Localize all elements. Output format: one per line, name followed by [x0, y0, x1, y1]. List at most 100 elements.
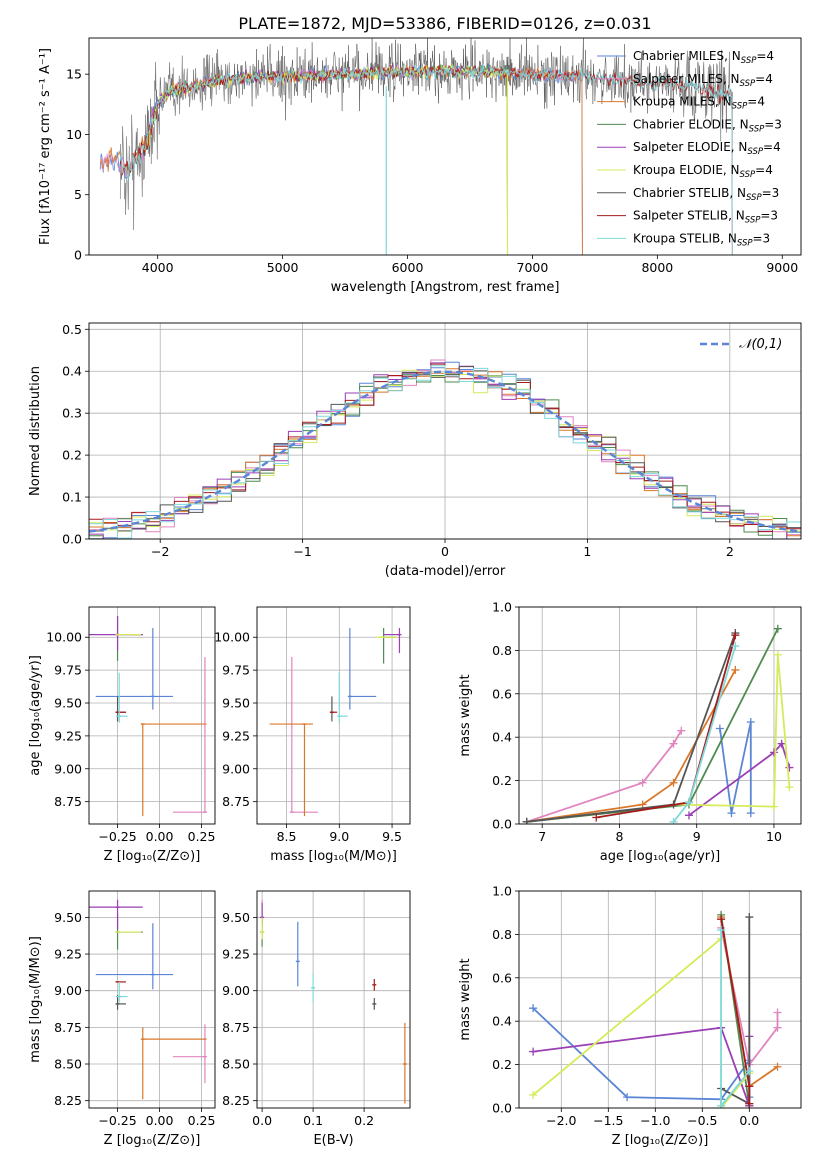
y-tick-label: 0.8: [492, 927, 512, 942]
weight-marker-salpeter-elodie: [529, 1047, 538, 1056]
weight-marker-kroupa-stelib: [717, 1101, 726, 1108]
weight-marker-salpeter-miles: [773, 1023, 782, 1032]
x-tick-label: 0: [441, 544, 449, 559]
weight-marker-chabrier-miles: [746, 718, 755, 727]
y-tick-label: 0.4: [62, 364, 82, 379]
weight-marker-chabrier-elodie: [773, 624, 782, 633]
x-tick-label: 0.25: [188, 1113, 216, 1128]
y-tick-label: 9.25: [222, 728, 250, 743]
x-tick-label: 0.00: [146, 1113, 174, 1128]
weight-marker-salpeter-miles: [773, 1008, 782, 1017]
x-axis-label: Z [log₁₀(Z/Z⊙)]: [104, 849, 201, 864]
weight-marker-chabrier-miles: [715, 724, 724, 733]
legend-label: Salpeter ELODIE, NSSP=4: [633, 140, 781, 157]
axes-frame: [518, 606, 802, 825]
weight-marker-kroupa-miles: [773, 1062, 782, 1071]
weight-marker-chabrier-miles: [529, 1004, 538, 1013]
plot-area-age-vs-Z: [89, 616, 207, 817]
weight-marker-kroupa-stelib: [731, 642, 740, 651]
x-tick-label: −2.0: [546, 1113, 576, 1128]
plot-area-residuals: [89, 359, 801, 539]
histogram-kroupa-stelib: [89, 365, 801, 539]
weight-line-chabrier-miles: [532, 1007, 751, 1101]
x-tick-label: 0.25: [188, 829, 216, 844]
y-tick-label: 0.8: [492, 643, 512, 658]
weight-marker-salpeter-elodie: [777, 739, 786, 748]
y-tick-label: 8.50: [222, 1057, 250, 1072]
y-tick-label: 8.25: [54, 1093, 82, 1108]
panel-age-vs-Z: −0.25 0.00 0.25 8.75 9.00 9.25 9.50 9.75 10.00 Z …: [28, 606, 216, 864]
panel-residuals: −2 −1 0 1 2 0.0 0.1 0.2 0.3 0.4 0.5 (data-model)/er…: [28, 322, 802, 579]
x-tick-label: 2: [726, 544, 734, 559]
weight-marker-kroupa-stelib: [717, 926, 726, 935]
x-tick-label: 1: [583, 544, 591, 559]
weight-line-chabrier-elodie: [526, 628, 779, 823]
x-tick-label: 4000: [142, 260, 174, 275]
y-tick-label: 1.0: [492, 884, 512, 899]
y-tick-label: 0.1: [62, 490, 82, 505]
weight-marker-chabrier-miles: [623, 1093, 632, 1102]
legend-label: Salpeter MILES, NSSP=4: [633, 72, 773, 89]
plot-area-mass-vs-Z: [89, 899, 207, 1100]
y-tick-label: 8.50: [54, 1057, 82, 1072]
weight-marker-chabrier-miles: [727, 809, 736, 818]
x-tick-label: −1.0: [640, 1113, 670, 1128]
legend-label: Kroupa ELODIE, NSSP=4: [633, 163, 773, 180]
y-axis-label: Flux [fλ10⁻¹⁷ erg cm⁻² s⁻¹ A⁻¹]: [38, 48, 53, 245]
weight-line-kroupa-stelib: [672, 645, 737, 823]
weight-marker-salpeter-stelib: [731, 631, 740, 640]
legend-label: Chabrier MILES, NSSP=4: [633, 49, 774, 66]
y-tick-label: 0.0: [492, 817, 512, 832]
x-tick-label: 0.0: [252, 1113, 272, 1128]
weight-marker-kroupa-miles: [731, 665, 740, 674]
legend: 𝒩(0,1): [700, 337, 782, 352]
panel-spectrum: 4000 5000 6000 7000 8000 9000 0 5 10 15 wavelength…: [38, 37, 802, 295]
weight-line-kroupa-elodie: [532, 936, 750, 1108]
y-tick-label: 10: [66, 127, 82, 142]
axes-frame: [256, 606, 411, 825]
weight-marker-salpeter-miles: [638, 778, 647, 787]
axes-frame: [518, 890, 802, 1109]
panel-weight-vs-age: 7 8 9 10 0.0 0.2 0.4 0.6 0.8 1.0 age [log₁₀(age/yr…: [458, 600, 802, 864]
x-tick-label: −0.5: [687, 1113, 717, 1128]
weight-marker-kroupa-miles: [638, 800, 647, 809]
x-tick-label: 7: [538, 829, 546, 844]
weight-marker-kroupa-miles: [669, 778, 678, 787]
weight-marker-chabrier-stelib: [745, 913, 754, 922]
x-tick-label: 7000: [517, 260, 549, 275]
x-tick-label: 0.00: [146, 829, 174, 844]
x-axis-label: wavelength [Angstrom, rest frame]: [331, 280, 560, 295]
y-tick-label: 0.4: [492, 1014, 512, 1029]
plot-area-mass-vs-ebv: [260, 899, 407, 1104]
histogram-chabrier-elodie: [89, 374, 801, 539]
x-tick-label: −0.25: [98, 1113, 136, 1128]
x-tick-label: 0.2: [354, 1113, 374, 1128]
y-tick-label: 15: [66, 67, 82, 82]
y-tick-label: 0.0: [492, 1101, 512, 1116]
weight-marker-salpeter-stelib: [592, 813, 601, 822]
x-tick-label: 8: [615, 829, 623, 844]
plot-area-weight-vs-age: [522, 624, 794, 824]
y-tick-label: 9.00: [222, 761, 250, 776]
y-tick-label: 9.75: [54, 663, 82, 678]
x-axis-label: (data-model)/error: [385, 564, 506, 579]
weight-marker-salpeter-stelib: [745, 1099, 754, 1108]
weight-marker-kroupa-stelib: [684, 798, 693, 807]
weight-marker-salpeter-stelib: [717, 915, 726, 924]
spectrum-line-kroupa-elodie: [144, 62, 508, 255]
weight-marker-kroupa-elodie: [769, 802, 778, 811]
y-tick-label: 9.50: [54, 696, 82, 711]
y-tick-label: 9.00: [222, 983, 250, 998]
weight-marker-kroupa-elodie: [529, 1090, 538, 1099]
y-axis-label: mass [log₁₀(M/M⊙)]: [28, 936, 43, 1063]
axes-frame: [88, 890, 216, 1109]
y-tick-label: 0.6: [492, 686, 512, 701]
weight-line-salpeter-miles: [526, 730, 682, 823]
y-axis-label: mass weight: [458, 958, 473, 1040]
x-tick-label: 9000: [766, 260, 798, 275]
weight-marker-salpeter-elodie: [684, 811, 693, 820]
weight-line-salpeter-stelib: [596, 634, 737, 819]
y-axis-label: Normed distribution: [28, 366, 43, 496]
y-tick-label: 9.25: [222, 947, 250, 962]
